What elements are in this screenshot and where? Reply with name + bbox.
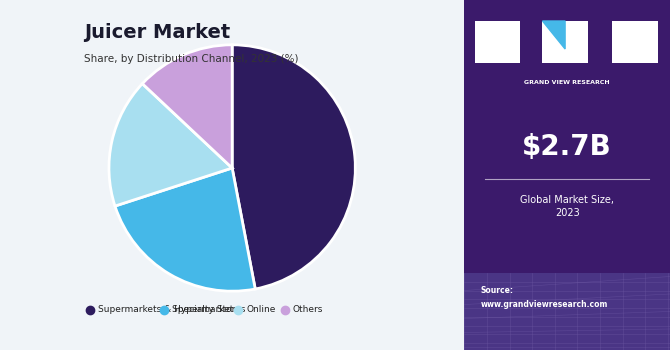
Wedge shape <box>232 45 355 289</box>
Text: Juicer Market: Juicer Market <box>84 23 230 42</box>
Text: Others: Others <box>292 305 322 314</box>
Wedge shape <box>115 168 255 291</box>
FancyBboxPatch shape <box>464 0 670 350</box>
Polygon shape <box>543 21 565 49</box>
Text: GRAND VIEW RESEARCH: GRAND VIEW RESEARCH <box>525 80 610 85</box>
Text: Share, by Distribution Channel, 2023 (%): Share, by Distribution Channel, 2023 (%) <box>84 54 299 64</box>
Text: Global Market Size,
2023: Global Market Size, 2023 <box>520 195 614 218</box>
Wedge shape <box>142 45 232 168</box>
Text: Supermarkets & Hypermarkets: Supermarkets & Hypermarkets <box>98 305 238 314</box>
Text: Source:
www.grandviewresearch.com: Source: www.grandviewresearch.com <box>481 286 608 309</box>
Wedge shape <box>109 84 232 206</box>
Text: Specialty Stores: Specialty Stores <box>172 305 245 314</box>
Bar <box>612 21 658 63</box>
Bar <box>474 21 520 63</box>
Text: Online: Online <box>246 305 275 314</box>
Text: $2.7B: $2.7B <box>523 133 612 161</box>
Bar <box>543 21 588 63</box>
Bar <box>464 273 670 350</box>
